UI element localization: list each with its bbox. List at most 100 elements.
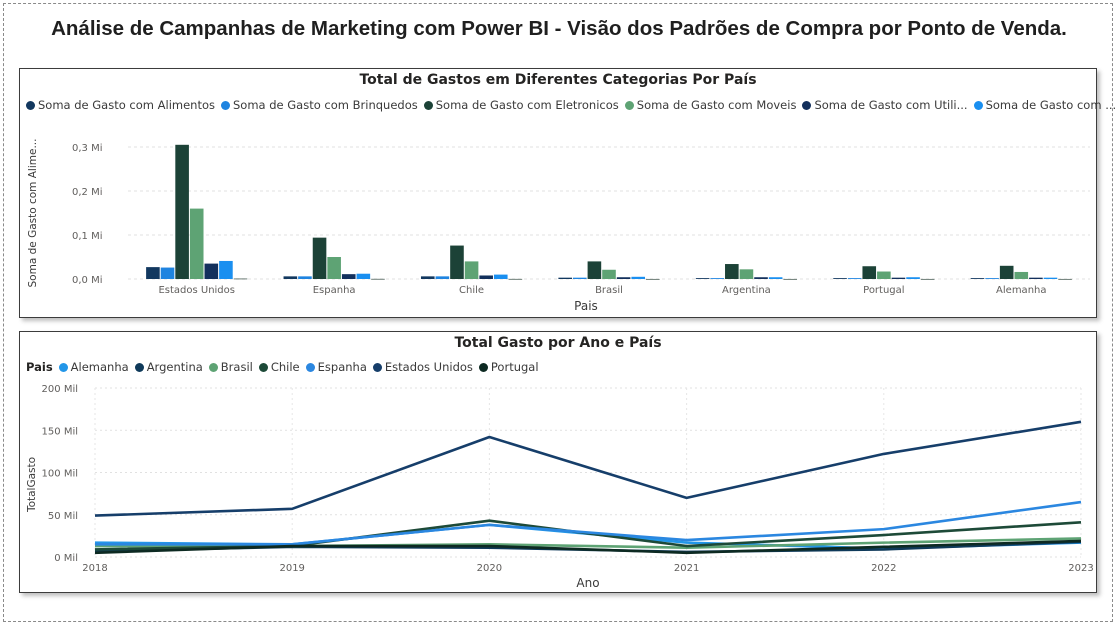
bar[interactable] [160,267,175,279]
legend-label: Soma de Gasto com ... [985,98,1117,112]
bar[interactable] [219,260,233,279]
bar[interactable] [558,277,572,279]
bar[interactable] [833,278,847,279]
x-tick-label: 2023 [1068,563,1093,574]
x-tick-label: Brasil [595,285,623,296]
page-title: Análise de Campanhas de Marketing com Po… [51,17,1067,40]
legend-label: Soma de Gasto com Utili... [814,98,968,112]
series-line[interactable] [94,420,1082,517]
bar[interactable] [754,277,768,279]
bar[interactable] [739,269,754,279]
bar[interactable] [312,237,327,279]
y-tick-label: 0,0 Mi [72,275,103,286]
legend-item[interactable]: Soma de Gasto com Eletronicos [423,98,619,112]
bar[interactable] [783,278,798,280]
legend-item[interactable]: Soma de Gasto com Moveis [624,98,796,112]
bar[interactable] [146,267,160,279]
bar[interactable] [327,257,341,279]
bar[interactable] [1058,278,1072,280]
bar[interactable] [189,208,204,279]
legend-label: Brasil [220,360,253,374]
bar[interactable] [341,274,356,279]
legend-item[interactable]: Alemanha [58,360,129,374]
bar[interactable] [573,277,587,279]
y-tick-label: 0 Mil [54,553,78,564]
bar[interactable] [233,278,248,280]
legend-marker-icon [372,362,382,372]
bar[interactable] [450,245,464,279]
bar[interactable] [768,277,783,279]
series-line[interactable] [95,500,1082,546]
bar[interactable] [970,278,985,279]
bar-chart-title: Total de Gastos em Diferentes Categorias… [359,72,757,88]
x-tick-label: Chile [459,285,484,296]
bar[interactable] [725,264,739,279]
x-tick-label: 2021 [674,563,699,574]
legend-item[interactable]: Chile [258,360,300,374]
bar[interactable] [985,278,999,279]
bar-chart-panel[interactable]: Total de Gastos em Diferentes Categorias… [19,68,1116,318]
legend-item[interactable]: Argentina [134,360,203,374]
bar[interactable] [371,278,385,280]
bar[interactable] [631,276,645,279]
legend-item[interactable]: Estados Unidos [372,360,473,374]
line-chart-title: Total Gasto por Ano e País [454,335,662,351]
legend-marker-icon [221,100,230,110]
bar[interactable] [906,277,920,279]
bar[interactable] [479,275,493,279]
bar[interactable] [464,261,479,279]
legend-item[interactable]: Soma de Gasto com Alimentos [26,98,215,112]
bar[interactable] [356,273,371,279]
legend-label: Soma de Gasto com Alimentos [38,98,215,112]
bar[interactable] [1029,277,1043,279]
bar[interactable] [1043,277,1058,279]
bar[interactable] [1014,271,1029,279]
x-tick-label: Estados Unidos [158,285,235,296]
legend-item[interactable]: Soma de Gasto com ... [973,98,1117,112]
bar[interactable] [298,276,312,279]
x-tick-label: 2018 [82,563,107,574]
bar[interactable] [420,276,435,279]
bar[interactable] [204,263,219,279]
legend-item[interactable]: Espanha [305,360,367,374]
series-line[interactable] [94,539,1082,555]
legend-label: Soma de Gasto com Brinquedos [233,98,418,112]
legend-item[interactable]: Brasil [208,360,253,374]
legend-marker-icon [973,100,983,110]
bar[interactable] [862,266,877,279]
y-tick-label: 100 Mil [42,469,78,480]
bar[interactable] [602,269,616,279]
legend-label: Chile [270,360,300,374]
line-chart-panel[interactable]: Total Gasto por Ano e País Pais Alemanha… [19,331,1097,593]
x-tick-label: 2019 [279,563,304,574]
bar[interactable] [175,144,189,279]
bar-chart-legend: Soma de Gasto com Alimentos Soma de Gasto… [26,98,1118,112]
bar[interactable] [847,278,862,279]
x-tick-label: Portugal [863,285,904,296]
legend-label: Argentina [146,360,203,374]
legend-item[interactable]: Soma de Gasto com Utili... [802,98,968,112]
bar[interactable] [999,265,1014,279]
y-tick-label: 0,1 Mi [72,231,103,242]
legend-marker-icon [423,100,433,110]
bar[interactable] [616,277,631,279]
bar[interactable] [283,276,298,279]
bar[interactable] [435,276,450,279]
legend-marker-icon [258,362,268,372]
bar[interactable] [587,261,602,279]
bar[interactable] [920,278,935,280]
legend-item[interactable]: Soma de Gasto com Brinquedos [221,98,418,112]
bar[interactable] [891,277,906,279]
legend-marker-icon [208,362,218,372]
bar[interactable] [646,278,660,280]
legend-item[interactable]: Portugal [478,360,539,374]
y-tick-label: 0,3 Mi [72,143,103,154]
y-axis-label: Soma de Gasto com Alime... [27,139,39,288]
legend-label: Portugal [490,360,539,374]
bar[interactable] [710,278,725,279]
x-tick-label: Argentina [722,285,771,296]
bar[interactable] [508,278,523,280]
bar[interactable] [877,271,891,279]
bar[interactable] [695,278,710,279]
bar[interactable] [493,274,508,279]
